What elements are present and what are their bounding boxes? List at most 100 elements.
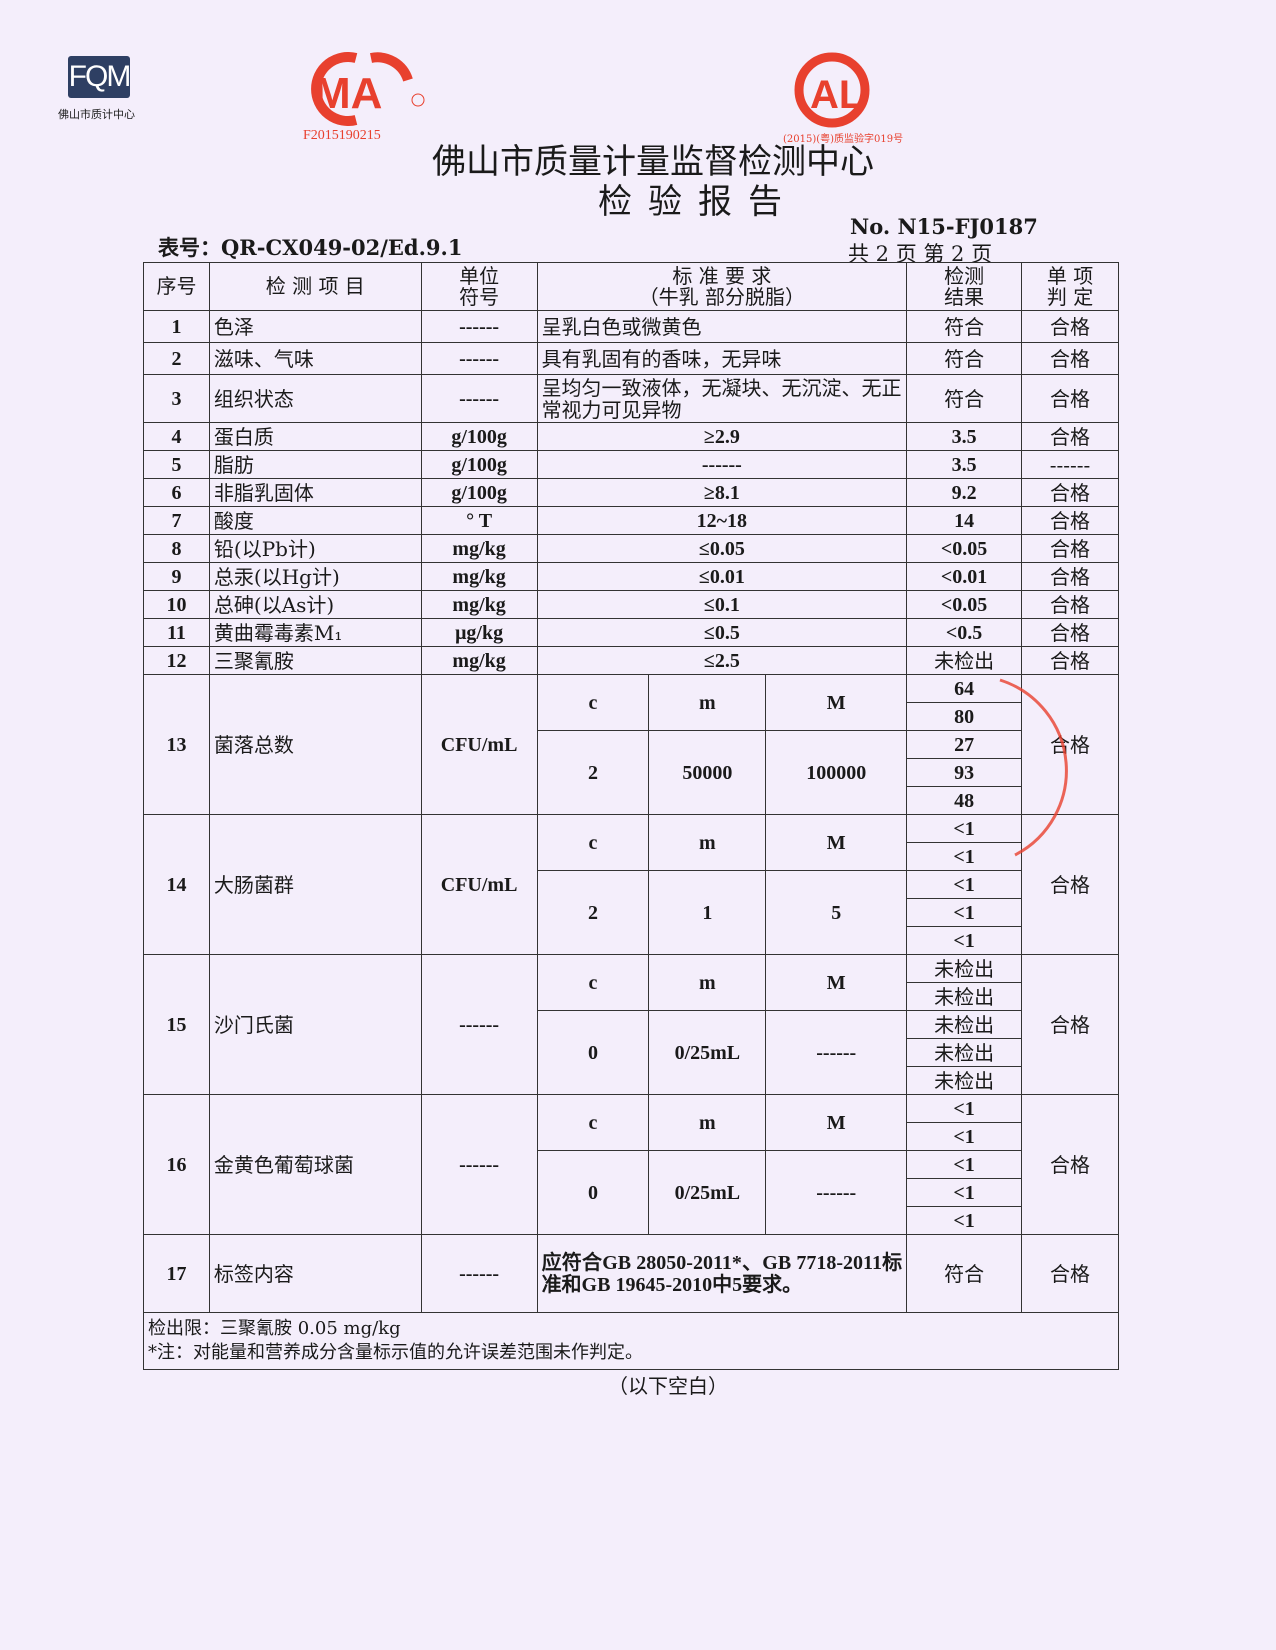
test-item: 沙门氏菌: [208, 954, 422, 1095]
judgement: 合格: [1021, 422, 1119, 451]
test-result: <1: [906, 870, 1023, 899]
note-line: 检出限：三聚氰胺 0.05 mg/kg: [148, 1318, 401, 1339]
test-item: 滋味、气味: [208, 342, 422, 375]
row-number: 1: [143, 310, 210, 343]
sampling-plan-label: c: [536, 814, 650, 871]
unit: ------: [420, 342, 538, 375]
table-row: 2 50000 100000 27: [144, 730, 1119, 815]
test-item: 铅(以Pb计): [208, 534, 422, 563]
row-number: 10: [143, 590, 210, 619]
unit: ------: [420, 1094, 538, 1235]
row-number: 7: [143, 506, 210, 535]
standard-requirement: 具有乳固有的香味，无异味: [536, 342, 908, 375]
test-result: 符合: [906, 374, 1023, 423]
sampling-plan-label: c: [536, 1094, 650, 1151]
table-row: 15 沙门氏菌 ------ c m M 未检出 合格: [143, 954, 1119, 1095]
notes: 检出限：三聚氰胺 0.05 mg/kg *注：对能量和营养成分含量标示值的允许误差…: [143, 1312, 1119, 1370]
row-number: 17: [143, 1234, 210, 1313]
standard-requirement: ≤0.5: [536, 618, 908, 647]
test-result: <0.5: [906, 618, 1023, 647]
row-number: 16: [143, 1094, 210, 1235]
test-result: <1: [906, 1094, 1023, 1123]
row-number: 9: [143, 562, 210, 591]
standard-requirement: ≤0.1: [536, 590, 908, 619]
table-row: 80: [144, 702, 1119, 731]
table-row: <1: [144, 898, 1119, 927]
row-number: 12: [143, 646, 210, 675]
test-result: 64: [906, 674, 1023, 703]
unit: μg/kg: [420, 618, 538, 647]
sampling-plan-value: 0: [536, 1150, 650, 1235]
table-row: 13 菌落总数 CFU/mL c m M 64 合格: [143, 674, 1119, 815]
test-item: 脂肪: [208, 450, 422, 479]
row-number: 14: [143, 814, 210, 955]
table-row: 93: [144, 758, 1119, 787]
test-result: 80: [906, 702, 1023, 731]
unit: CFU/mL: [420, 674, 538, 815]
unit: ------: [420, 954, 538, 1095]
test-result: <0.01: [906, 562, 1023, 591]
cma-number: F2015190215: [303, 128, 381, 143]
table-row: 未检出: [144, 1038, 1119, 1067]
table-row: 2 1 5 <1: [144, 870, 1119, 955]
table-row: 17 标签内容 ------ 应符合GB 28050-2011*、GB 7718-20…: [143, 1234, 1119, 1313]
test-result: 3.5: [906, 422, 1023, 451]
sampling-plan-value: 0: [536, 1010, 650, 1095]
table-header-row: 序号检 测 项 目单位 符号标 准 要 求 （牛乳 部分脱脂） 检测 结果单 项 …: [143, 262, 1119, 311]
sampling-plan-label: m: [648, 674, 767, 731]
table-row: 1 色泽 ------ 呈乳白色或微黄色 符合 合格: [143, 310, 1119, 343]
table-row: 12 三聚氰胺 mg/kg ≤2.5 未检出 合格: [143, 646, 1119, 675]
notes-row: 检出限：三聚氰胺 0.05 mg/kg *注：对能量和营养成分含量标示值的允许误差…: [143, 1312, 1119, 1370]
standard-requirement: 12~18: [536, 506, 908, 535]
sampling-plan-value: 0/25mL: [648, 1010, 767, 1095]
standard-requirement: ≤0.01: [536, 562, 908, 591]
header-result: 检测 结果: [906, 262, 1023, 311]
sampling-plan-label: m: [648, 954, 767, 1011]
test-result: 未检出: [906, 954, 1023, 983]
table-row: 9 总汞(以Hg计) mg/kg ≤0.01 <0.01 合格: [143, 562, 1119, 591]
table-row: 8 铅(以Pb计) mg/kg ≤0.05 <0.05 合格: [143, 534, 1119, 563]
unit: ------: [420, 1234, 538, 1313]
judgement: 合格: [1021, 506, 1119, 535]
report-title: 检验报告: [598, 182, 798, 222]
test-result: 未检出: [906, 1010, 1023, 1039]
test-result: 9.2: [906, 478, 1023, 507]
test-item: 酸度: [208, 506, 422, 535]
judgement: 合格: [1021, 674, 1119, 815]
test-result: 未检出: [906, 1038, 1023, 1067]
row-number: 11: [143, 618, 210, 647]
table-row: <1: [144, 926, 1119, 955]
unit: g/100g: [420, 478, 538, 507]
standard-requirement: ------: [536, 450, 908, 479]
table-row: 4 蛋白质 g/100g ≥2.9 3.5 合格: [143, 422, 1119, 451]
table-row: 7 酸度 ° T 12~18 14 合格: [143, 506, 1119, 535]
judgement: 合格: [1021, 590, 1119, 619]
form-number: 表号：QR-CX049-02/Ed.9.1: [158, 235, 463, 260]
test-item: 标签内容: [208, 1234, 422, 1313]
table-row: 2 滋味、气味 ------ 具有乳固有的香味，无异味 符合 合格: [143, 342, 1119, 375]
standard-requirement: ≥2.9: [536, 422, 908, 451]
test-result: 3.5: [906, 450, 1023, 479]
sampling-plan-value: 2: [536, 870, 650, 955]
test-item: 总砷(以As计): [208, 590, 422, 619]
test-result: 48: [906, 786, 1023, 815]
judgement: 合格: [1021, 478, 1119, 507]
judgement: 合格: [1021, 1234, 1119, 1313]
sampling-plan-value: ------: [765, 1010, 908, 1095]
test-item: 大肠菌群: [208, 814, 422, 955]
table-row: 48: [144, 786, 1119, 815]
table-row: 11 黄曲霉毒素M₁ μg/kg ≤0.5 <0.5 合格: [143, 618, 1119, 647]
table-row: 14 大肠菌群 CFU/mL c m M <1 合格: [143, 814, 1119, 955]
table-row: 0 0/25mL ------ <1: [144, 1150, 1119, 1235]
judgement: 合格: [1021, 374, 1119, 423]
test-result: <1: [906, 1178, 1023, 1207]
judgement: 合格: [1021, 562, 1119, 591]
unit: ------: [420, 374, 538, 423]
sampling-plan-label: c: [536, 954, 650, 1011]
header-item: 检 测 项 目: [208, 262, 422, 311]
sampling-plan-value: 50000: [648, 730, 767, 815]
fqm-logo-caption: 佛山市质计中心: [58, 108, 135, 121]
table-row: 0 0/25mL ------ 未检出: [144, 1010, 1119, 1095]
test-result: <0.05: [906, 534, 1023, 563]
test-item: 色泽: [208, 310, 422, 343]
